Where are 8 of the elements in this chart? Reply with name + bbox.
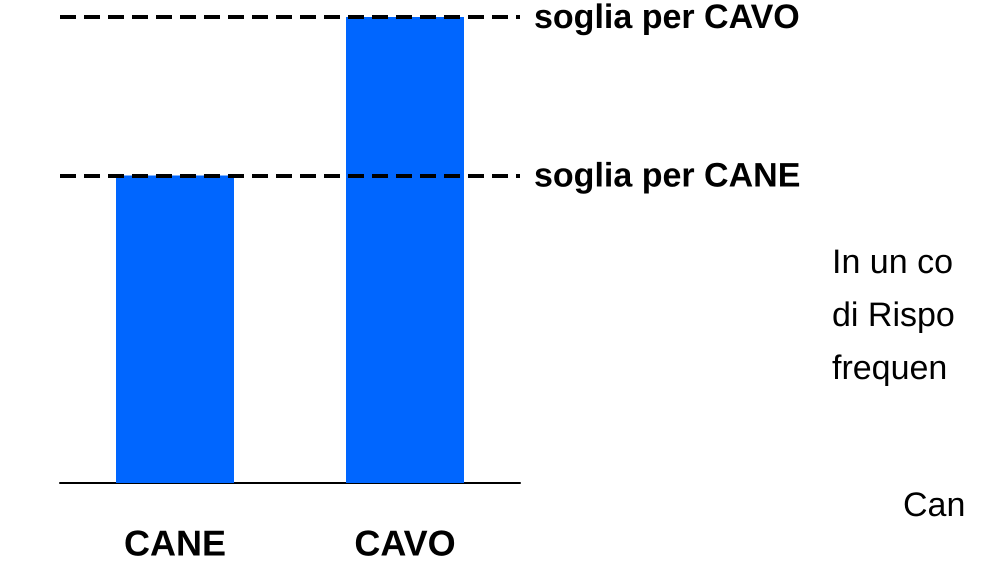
text: di Rispo bbox=[832, 296, 955, 334]
x-tick-label: CANE bbox=[124, 522, 226, 564]
text: In un co bbox=[832, 243, 953, 281]
text: Can bbox=[903, 486, 966, 524]
x-tick-label: CAVO bbox=[354, 522, 456, 564]
ref-line-label: soglia per CANE bbox=[534, 156, 800, 194]
text: frequen bbox=[832, 349, 948, 387]
ref-line-label: soglia per CAVO bbox=[534, 0, 800, 36]
